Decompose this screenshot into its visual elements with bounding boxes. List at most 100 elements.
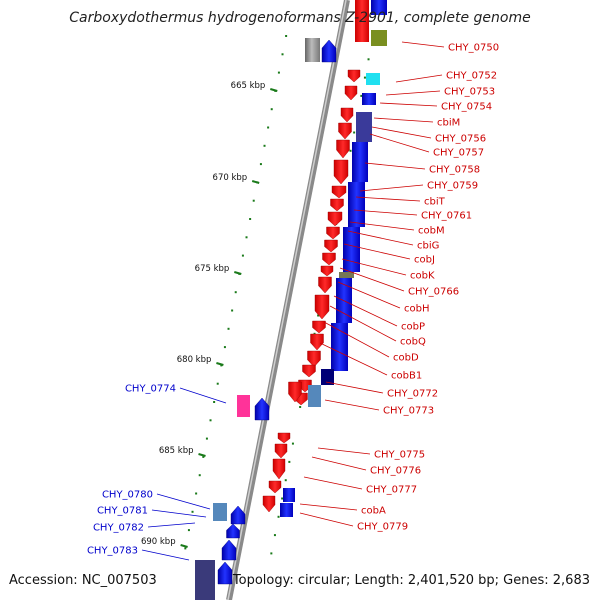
genome-backbone [226, 0, 350, 600]
tick-mark [180, 544, 188, 548]
minor-tick-right [349, 149, 352, 152]
reverse-gene-arrow [230, 505, 246, 525]
tick-label: 685 kbp [159, 446, 194, 456]
minor-tick-left [205, 437, 208, 440]
gene-label-cobp: cobP [401, 322, 425, 333]
minor-tick-left [256, 181, 259, 184]
gene-label-chy_0759: CHY_0759 [427, 181, 478, 192]
forward-gene-arrow [277, 432, 291, 444]
minor-tick-left [277, 71, 280, 74]
tick-label: 680 kbp [177, 355, 212, 365]
minor-tick-right [270, 552, 273, 555]
map-title: Carboxydothermus hydrogenoformans Z-2901… [69, 10, 531, 26]
label-connector [337, 281, 401, 309]
forward-gene-arrow [288, 381, 302, 403]
minor-tick-left [267, 126, 270, 129]
minor-tick-left [195, 492, 198, 495]
reverse-gene-arrow [321, 39, 337, 63]
reverse-gene-arrow [221, 539, 237, 561]
gene-label-chy_0766: CHY_0766 [408, 287, 459, 298]
forward-gene-arrow [327, 211, 343, 227]
forward-gene-arrow [310, 333, 324, 351]
minor-tick-left [285, 35, 288, 37]
label-connector [355, 196, 421, 202]
gene-label-chy_0782: CHY_0782 [93, 523, 144, 534]
gene-label-chy_0779: CHY_0779 [357, 522, 408, 533]
label-connector [333, 295, 398, 327]
gene-label-chy_0761: CHY_0761 [421, 211, 472, 222]
label-connector [329, 305, 397, 342]
reverse-gene-arrow [217, 561, 233, 585]
forward-gene-arrow [274, 443, 288, 459]
minor-tick-left [223, 346, 226, 349]
minor-tick-left [184, 547, 187, 550]
gene-labels: CHY_0750 CHY_0752 CHY_0753 CHY_0754 cbiM CHY_… [87, 41, 499, 561]
tick-mark [216, 362, 224, 366]
gene-label-chy_0774: CHY_0774 [125, 384, 176, 395]
minor-tick-right [299, 406, 302, 408]
label-connector [179, 387, 227, 404]
forward-gene-arrow [268, 480, 282, 494]
forward-gene-arrow [347, 69, 361, 83]
label-connector [323, 321, 390, 358]
olive-gene-block [371, 30, 387, 46]
reverse-gene-block [371, 0, 387, 15]
forward-gene-arrow [302, 364, 316, 378]
reverse-gene-arrow [254, 397, 270, 421]
reverse-gene-block [321, 369, 334, 385]
label-connector [339, 267, 405, 292]
label-connector [299, 503, 358, 511]
minor-tick-left [281, 53, 284, 56]
minor-tick-left [270, 108, 273, 111]
reverse-gene-block [343, 227, 360, 272]
label-connector [369, 133, 430, 153]
reverse-gene-arrow [226, 523, 240, 539]
label-connector [401, 41, 445, 48]
gene-label-cobj: cobJ [414, 255, 435, 266]
label-connector [317, 447, 371, 455]
gene-label-cobm: cobM [418, 226, 445, 237]
forward-gene-arrow [340, 107, 354, 123]
gene-label-cobd: cobD [393, 353, 419, 364]
cyan-gene-block [366, 73, 380, 85]
minor-tick-left [216, 382, 219, 385]
minor-tick-left [241, 254, 244, 257]
gene-label-coba: cobA [361, 506, 386, 517]
minor-tick-left [263, 144, 266, 147]
minor-tick-left [231, 309, 234, 312]
grey-gene-block [305, 38, 320, 62]
reverse-gene-block [348, 182, 365, 227]
forward-gene-arrow [338, 122, 352, 140]
minor-tick-right [277, 515, 280, 518]
reverse-gene-block [362, 93, 376, 105]
reverse-gene-block [331, 323, 348, 371]
minor-tick-left [274, 89, 277, 92]
forward-gene-arrow [312, 320, 326, 334]
minor-tick-left [238, 272, 241, 275]
minor-tick-right [363, 76, 366, 79]
forward-gene-arrow [314, 294, 330, 320]
tick-label: 670 kbp [213, 173, 248, 183]
minor-tick-right [273, 534, 276, 537]
gene-features [195, 0, 387, 600]
label-connector [303, 476, 363, 490]
label-connector [141, 549, 190, 561]
forward-gene-arrow [326, 226, 340, 240]
minor-tick-right [367, 58, 370, 61]
grey-gene-block [339, 272, 354, 278]
gene-label-chy_0752: CHY_0752 [446, 71, 497, 82]
tick-label: 665 kbp [231, 81, 266, 91]
forward-gene-arrow [272, 458, 286, 480]
gene-label-chy_0780: CHY_0780 [102, 490, 153, 501]
gene-label-chy_0783: CHY_0783 [87, 546, 138, 557]
forward-gene-arrow [333, 159, 349, 185]
forward-gene-block [355, 0, 369, 42]
gene-label-cobq: cobQ [400, 337, 426, 348]
label-connector [371, 126, 432, 139]
minor-tick-left [220, 364, 223, 367]
reverse-gene-block [195, 560, 215, 600]
minor-tick-left [187, 529, 190, 532]
reverse-gene-block [356, 112, 372, 142]
minor-tick-right [353, 131, 356, 134]
